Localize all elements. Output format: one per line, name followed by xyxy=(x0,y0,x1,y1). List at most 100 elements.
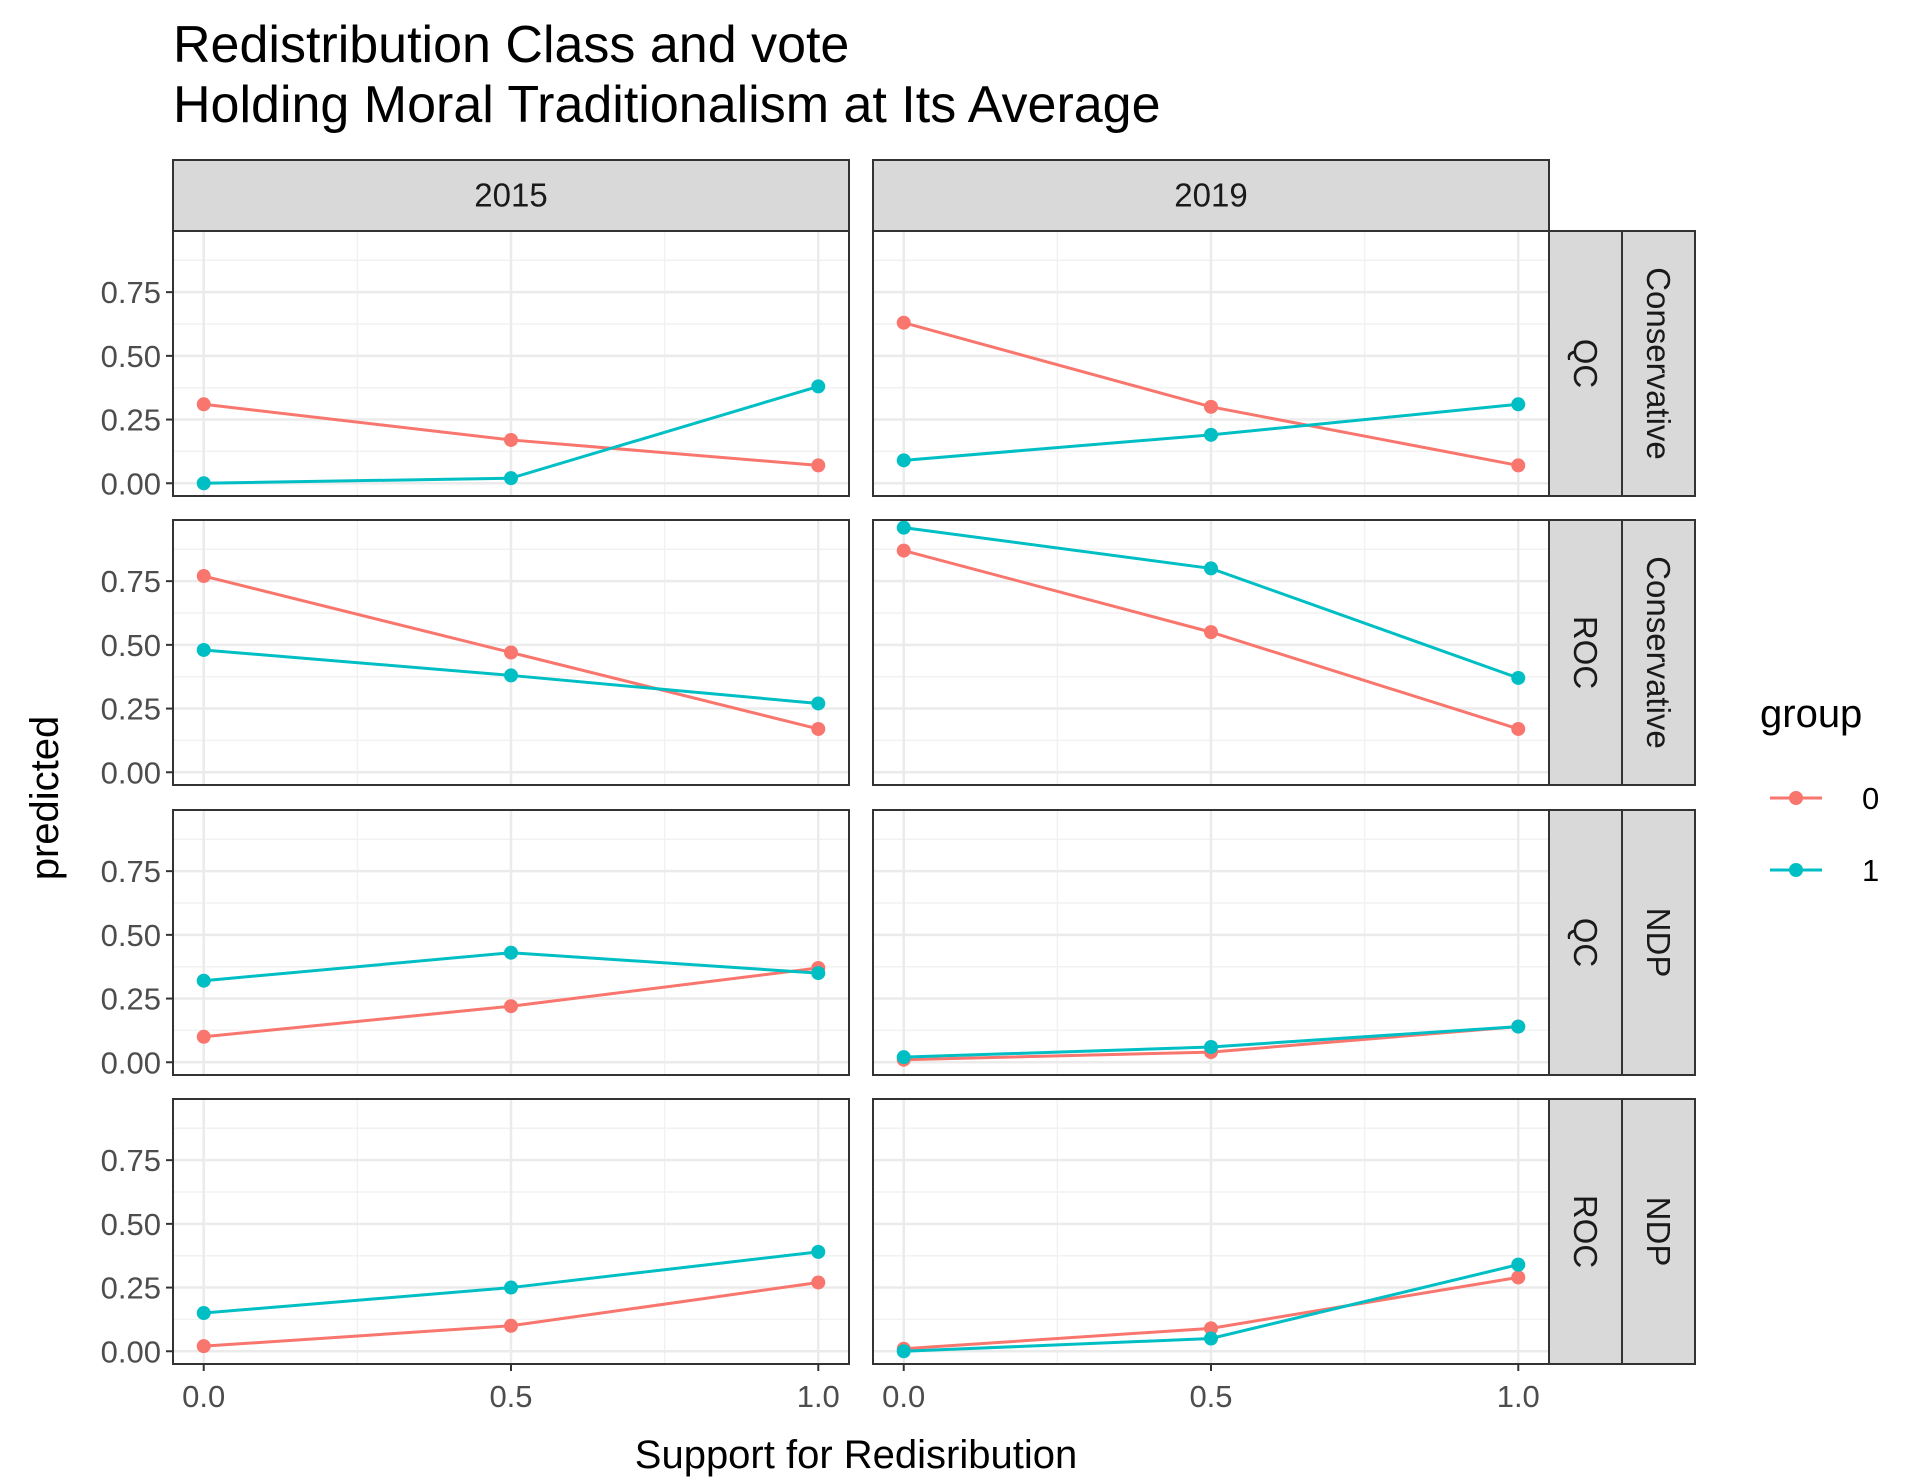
x-tick-label: 0.5 xyxy=(1189,1379,1232,1414)
panel-border xyxy=(872,809,1550,1076)
x-tick-label: 0.0 xyxy=(882,1379,925,1414)
data-point-group-0 xyxy=(1204,399,1218,414)
y-tick-label: 0.50 xyxy=(101,339,161,374)
y-tick-label: 0.00 xyxy=(101,466,161,501)
y-tick-label: 0.50 xyxy=(101,628,161,663)
data-point-group-0 xyxy=(811,1275,826,1290)
data-point-group-0 xyxy=(196,397,211,412)
chart-subtitle: Holding Moral Traditionalism at Its Aver… xyxy=(173,76,1161,134)
y-tick-label: 0.00 xyxy=(101,1334,161,1369)
panel-border xyxy=(872,519,1550,786)
facet-strip-region-label: QC xyxy=(1567,339,1604,389)
data-point-group-1 xyxy=(504,668,518,683)
data-point-group-0 xyxy=(1511,458,1526,473)
data-point-group-0 xyxy=(504,432,518,447)
facet-strip-party-label: Conservative xyxy=(1640,556,1677,749)
y-tick-label: 0.75 xyxy=(101,854,161,889)
x-tick-label: 1.0 xyxy=(1497,1379,1540,1414)
panels-layer: 2015 2019 QC Conservative ROC Conservative QC N… xyxy=(101,159,1696,1414)
data-point-group-1 xyxy=(1511,1257,1526,1272)
y-tick-label: 0.25 xyxy=(101,982,161,1017)
y-tick-label: 0.50 xyxy=(101,918,161,953)
y-tick-label: 0.25 xyxy=(101,1271,161,1306)
facet-panel xyxy=(872,809,1550,1076)
facet-panel xyxy=(872,230,1550,497)
facet-panel: 0.00 0.25 0.50 0.75 xyxy=(101,809,850,1080)
data-point-group-1 xyxy=(1511,397,1526,412)
facet-strip-party xyxy=(1621,519,1696,786)
data-point-group-1 xyxy=(504,945,518,960)
data-point-group-1 xyxy=(196,973,211,988)
data-point-group-1 xyxy=(196,1306,211,1321)
facet-strip-party xyxy=(1621,1098,1696,1365)
data-point-group-0 xyxy=(504,999,518,1014)
panel-border xyxy=(172,809,850,1076)
data-point-group-0 xyxy=(811,721,826,736)
facet-strip-column-label: 2015 xyxy=(474,177,547,214)
data-point-group-1 xyxy=(896,1344,911,1359)
x-tick-label: 0.0 xyxy=(182,1379,225,1414)
chart-title: Redistribution Class and vote xyxy=(173,16,849,74)
facet-panel: 0.00 0.25 0.50 0.75 xyxy=(101,230,850,501)
y-tick-label: 0.25 xyxy=(101,692,161,727)
data-point-group-1 xyxy=(1511,670,1526,685)
facet-strip-region-label: ROC xyxy=(1567,616,1604,689)
y-axis-title: predicted xyxy=(23,716,67,881)
data-point-group-1 xyxy=(504,471,518,486)
panel-border xyxy=(172,519,850,786)
facet-strip-region xyxy=(1548,519,1623,786)
data-point-group-1 xyxy=(811,966,826,981)
data-point-group-0 xyxy=(896,315,911,330)
facet-strip-party-label: NDP xyxy=(1640,1197,1677,1267)
facet-strip-column xyxy=(172,159,850,232)
x-axis-title: Support for Redisribution xyxy=(635,1433,1077,1477)
data-point-group-0 xyxy=(504,645,518,660)
facet-strip-column xyxy=(872,159,1550,232)
y-tick-label: 0.75 xyxy=(101,275,161,310)
facet-panel: 0.0 0.5 1.0 xyxy=(872,1098,1550,1414)
facet-strip-region-label: ROC xyxy=(1567,1195,1604,1268)
y-tick-label: 0.50 xyxy=(101,1207,161,1242)
data-point-group-0 xyxy=(196,1339,211,1354)
legend-key-point xyxy=(1789,791,1803,805)
data-point-group-0 xyxy=(1511,721,1526,736)
x-tick-label: 1.0 xyxy=(797,1379,840,1414)
facet-strip-region-label: QC xyxy=(1567,918,1604,968)
legend-key-point xyxy=(1789,863,1803,877)
data-point-group-0 xyxy=(896,543,911,558)
y-tick-label: 0.25 xyxy=(101,403,161,438)
legend: group 0 1 xyxy=(1760,692,1879,888)
data-point-group-1 xyxy=(1204,1039,1218,1054)
data-point-group-1 xyxy=(896,1050,911,1065)
panel-border xyxy=(872,230,1550,497)
legend-title: group xyxy=(1760,692,1862,736)
data-point-group-1 xyxy=(1204,427,1218,442)
panel-border xyxy=(172,230,850,497)
facet-strip-region xyxy=(1548,230,1623,497)
data-point-group-1 xyxy=(1204,561,1218,576)
facet-strip-party-label: NDP xyxy=(1640,908,1677,978)
data-point-group-0 xyxy=(1204,625,1218,640)
data-point-group-1 xyxy=(504,1280,518,1295)
data-point-group-0 xyxy=(1204,1321,1218,1336)
data-point-group-0 xyxy=(811,458,826,473)
y-tick-label: 0.75 xyxy=(101,564,161,599)
data-point-group-1 xyxy=(811,1244,826,1259)
data-point-group-1 xyxy=(1204,1331,1218,1346)
data-point-group-0 xyxy=(504,1318,518,1333)
y-tick-label: 0.00 xyxy=(101,755,161,790)
data-point-group-1 xyxy=(896,453,911,468)
facet-strip-party-label: Conservative xyxy=(1640,267,1677,460)
data-point-group-1 xyxy=(196,476,211,491)
data-point-group-1 xyxy=(196,642,211,657)
data-point-group-1 xyxy=(811,379,826,394)
data-point-group-1 xyxy=(896,520,911,535)
x-tick-label: 0.5 xyxy=(489,1379,532,1414)
facet-strip-party xyxy=(1621,230,1696,497)
facet-panel: 0.00 0.25 0.50 0.75 xyxy=(101,519,850,790)
data-point-group-1 xyxy=(811,696,826,711)
legend-label: 1 xyxy=(1862,853,1879,888)
legend-label: 0 xyxy=(1862,781,1879,816)
data-point-group-0 xyxy=(196,1029,211,1044)
facet-strip-column-label: 2019 xyxy=(1174,177,1247,214)
